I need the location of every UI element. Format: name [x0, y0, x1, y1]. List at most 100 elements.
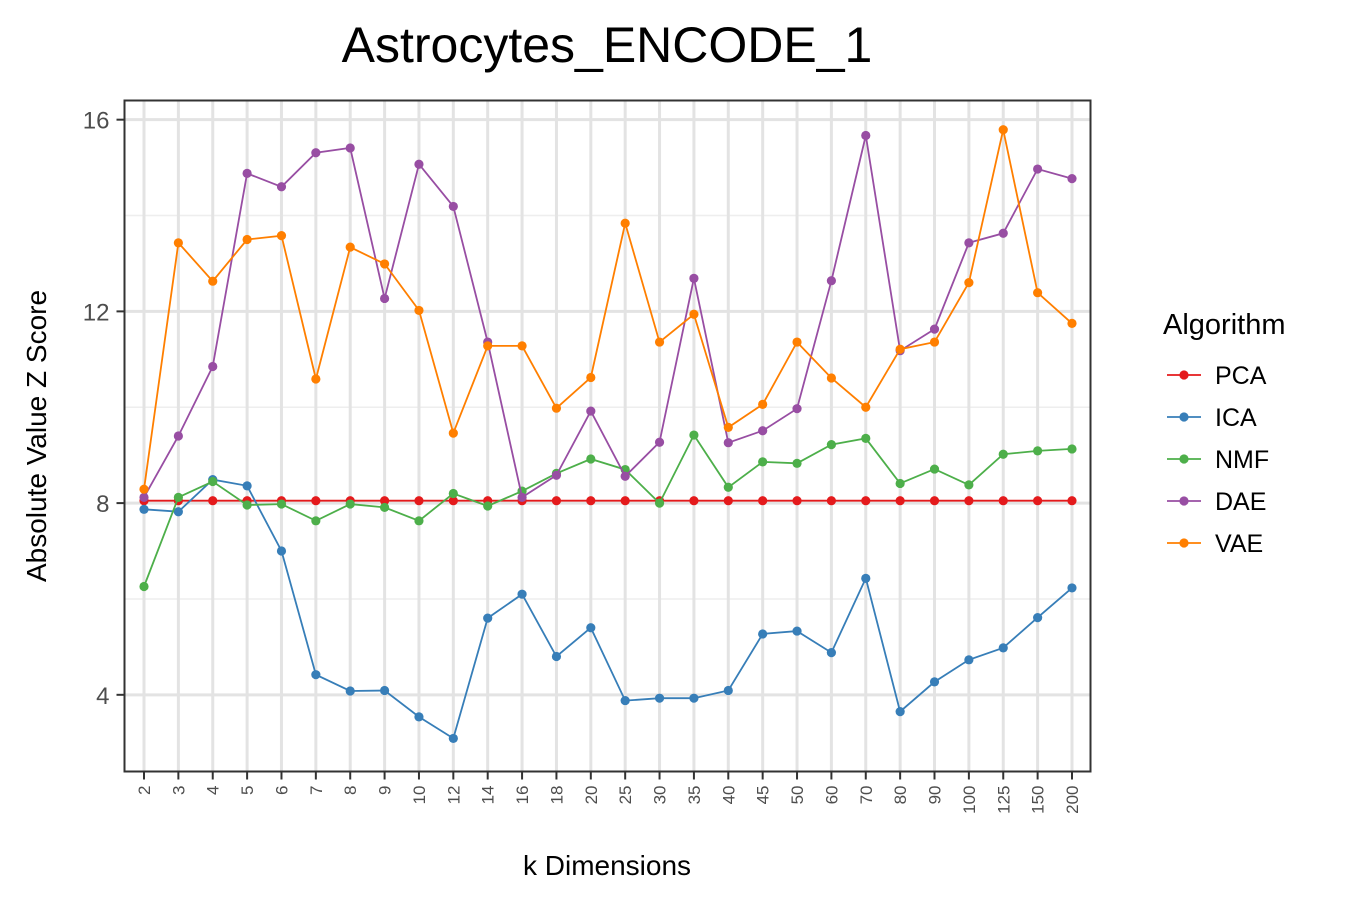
data-point-vae — [379, 259, 390, 269]
data-point-ica — [517, 589, 527, 599]
x-tick-label: 4 — [204, 786, 223, 795]
data-point-pca — [689, 496, 699, 506]
x-tick-label: 25 — [616, 786, 635, 805]
y-tick-label: 16 — [83, 108, 110, 135]
legend-label-nmf: NMF — [1215, 446, 1269, 474]
legend-key-point — [1179, 412, 1189, 422]
data-point-vae — [654, 337, 665, 347]
data-point-pca — [414, 496, 424, 506]
data-point-ica — [861, 573, 871, 583]
series-ica — [139, 475, 1077, 744]
data-point-vae — [1067, 318, 1077, 328]
x-tick-label: 8 — [341, 786, 360, 795]
data-point-vae — [586, 372, 596, 383]
data-point-ica — [826, 648, 837, 658]
x-tick-label: 30 — [651, 786, 670, 805]
data-point-vae — [998, 125, 1008, 135]
data-point-ica — [586, 623, 596, 633]
data-point-dae — [311, 148, 321, 158]
data-point-dae — [345, 143, 355, 153]
data-point-pca — [1067, 496, 1077, 506]
x-tick-label: 150 — [1029, 786, 1048, 814]
x-tick-label: 35 — [685, 786, 704, 805]
y-axis-label: Absolute Value Z Score — [21, 290, 52, 582]
data-point-pca — [758, 496, 768, 506]
x-tick-label: 50 — [788, 786, 807, 805]
x-tick-label: 20 — [582, 786, 601, 805]
data-point-vae — [964, 278, 974, 288]
x-tick-label: 80 — [891, 786, 910, 805]
series-layer — [139, 125, 1077, 744]
data-point-pca — [929, 496, 940, 506]
x-tick-label: 18 — [547, 786, 566, 805]
data-point-nmf — [689, 430, 699, 440]
data-point-vae — [448, 428, 458, 438]
data-point-dae — [551, 470, 562, 480]
x-tick-label: 200 — [1063, 786, 1082, 814]
data-point-dae — [1067, 174, 1077, 184]
data-point-ica — [654, 693, 665, 703]
data-point-vae — [276, 231, 287, 241]
data-point-dae — [586, 406, 596, 416]
data-point-pca — [964, 496, 974, 506]
data-point-dae — [929, 324, 940, 334]
data-point-ica — [139, 504, 149, 514]
chart-title: Astrocytes_ENCODE_1 — [342, 17, 873, 73]
data-point-dae — [448, 201, 458, 212]
x-tick-label: 125 — [994, 786, 1013, 814]
x-tick-label: 90 — [926, 786, 945, 805]
data-point-nmf — [173, 492, 183, 502]
data-point-nmf — [654, 498, 665, 508]
x-axis-label: k Dimensions — [523, 850, 691, 881]
data-point-vae — [826, 373, 837, 383]
data-point-dae — [379, 293, 390, 304]
data-point-vae — [551, 403, 562, 413]
data-point-nmf — [964, 480, 974, 490]
y-tick-label: 12 — [83, 299, 110, 326]
data-point-ica — [448, 733, 458, 744]
x-tick-label: 70 — [857, 786, 876, 805]
series-line-dae — [143, 135, 1073, 499]
data-point-ica — [1033, 613, 1043, 623]
data-point-dae — [826, 276, 837, 286]
data-point-ica — [964, 655, 974, 665]
legend-label-vae: VAE — [1215, 530, 1263, 558]
data-point-nmf — [998, 449, 1008, 459]
data-point-ica — [792, 626, 802, 636]
data-point-nmf — [448, 488, 458, 499]
data-point-dae — [276, 182, 287, 192]
x-tick-label: 5 — [238, 786, 257, 795]
data-point-ica — [276, 546, 287, 556]
data-point-ica — [345, 686, 355, 696]
data-point-ica — [723, 685, 733, 696]
data-point-ica — [414, 712, 424, 722]
data-point-dae — [792, 404, 802, 414]
data-point-ica — [620, 695, 630, 706]
data-point-pca — [1033, 496, 1043, 506]
data-point-pca — [311, 496, 321, 506]
data-point-vae — [723, 422, 733, 432]
legend-key-point — [1179, 538, 1189, 548]
data-point-nmf — [1067, 444, 1077, 454]
x-tick-label: 9 — [376, 786, 395, 795]
data-point-vae — [242, 234, 252, 245]
data-point-nmf — [345, 499, 355, 509]
series-vae — [139, 125, 1077, 494]
x-tick-label: 12 — [444, 786, 463, 805]
data-point-nmf — [139, 581, 149, 592]
data-point-vae — [208, 276, 218, 286]
x-tick-label: 6 — [272, 786, 291, 795]
data-point-dae — [517, 492, 527, 502]
legend-key-point — [1179, 370, 1189, 380]
data-point-dae — [414, 159, 424, 169]
data-point-ica — [483, 613, 493, 623]
x-tick-label: 60 — [822, 786, 841, 805]
data-point-pca — [586, 496, 596, 506]
legend-items: PCA ICA NMF DAE VAE — [1167, 362, 1269, 558]
y-tick-label: 4 — [96, 683, 109, 710]
data-point-vae — [311, 374, 321, 384]
data-point-dae — [173, 431, 183, 441]
data-point-nmf — [242, 500, 252, 510]
data-point-ica — [895, 706, 905, 717]
